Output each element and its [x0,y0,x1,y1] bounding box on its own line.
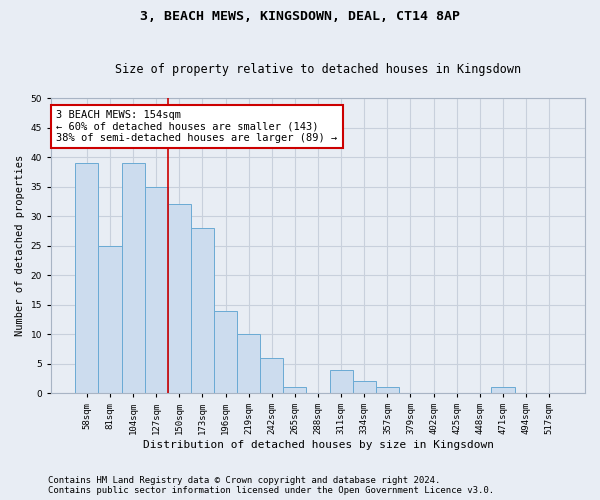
Bar [168,204,191,393]
Bar [260,358,283,393]
Bar [122,163,145,393]
Bar [191,228,214,393]
Y-axis label: Number of detached properties: Number of detached properties [15,155,25,336]
X-axis label: Distribution of detached houses by size in Kingsdown: Distribution of detached houses by size … [143,440,494,450]
Bar [98,246,122,393]
Bar [145,186,168,393]
Title: Size of property relative to detached houses in Kingsdown: Size of property relative to detached ho… [115,63,521,76]
Bar [329,370,353,393]
Text: 3, BEACH MEWS, KINGSDOWN, DEAL, CT14 8AP: 3, BEACH MEWS, KINGSDOWN, DEAL, CT14 8AP [140,10,460,23]
Text: Contains HM Land Registry data © Crown copyright and database right 2024.
Contai: Contains HM Land Registry data © Crown c… [48,476,494,495]
Bar [491,388,515,393]
Bar [283,388,307,393]
Bar [376,388,399,393]
Bar [353,382,376,393]
Bar [214,310,237,393]
Bar [76,163,98,393]
Bar [237,334,260,393]
Text: 3 BEACH MEWS: 154sqm
← 60% of detached houses are smaller (143)
38% of semi-deta: 3 BEACH MEWS: 154sqm ← 60% of detached h… [56,110,338,143]
